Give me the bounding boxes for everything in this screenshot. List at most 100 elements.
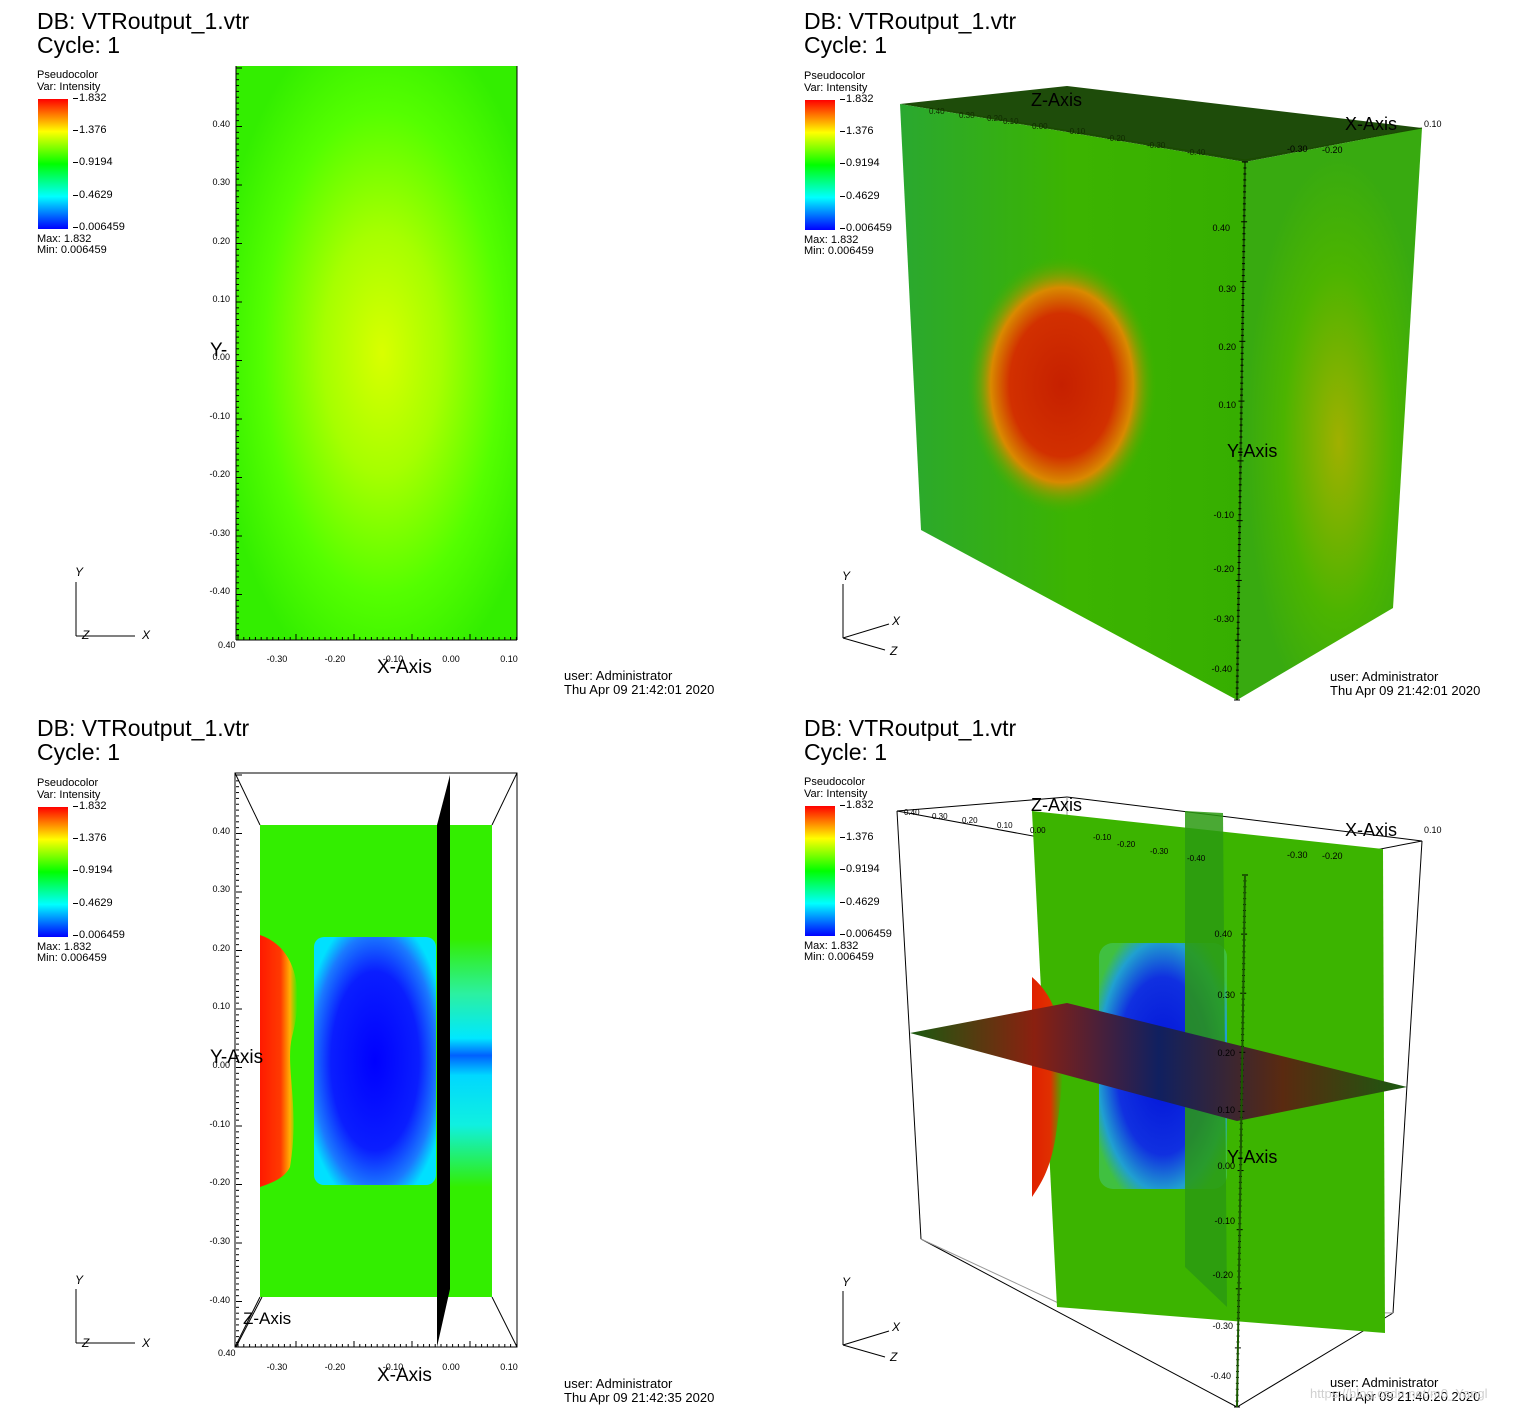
- user-label: user: Administrator: [564, 668, 673, 683]
- high-intensity-region: [967, 255, 1157, 515]
- y-tick-label: -0.30: [1213, 614, 1234, 624]
- x-top-tick-label: 0.10: [1424, 825, 1442, 835]
- x-axis-title: X-Axis: [377, 1365, 432, 1386]
- legend-var: Var: Intensity: [804, 82, 868, 94]
- x-tick-label: -0.10: [383, 1362, 404, 1372]
- z-tick-label: 0.40: [904, 808, 920, 817]
- volume-top-face: [900, 86, 1422, 162]
- legend-tick: 1.376: [840, 125, 874, 137]
- triad-z-label: Z: [889, 1350, 898, 1364]
- x-tick-label: -0.30: [267, 654, 288, 664]
- x-top-tick-label: -0.20: [1322, 145, 1343, 155]
- legend-plot-type: Pseudocolor: [37, 777, 99, 789]
- y-tick-label: -0.10: [209, 411, 230, 421]
- viewport-top-right[interactable]: Z-Axis X-Axis Y-Axis 0.10 -0.20 -0.30 0.…: [767, 0, 1534, 707]
- plot-2d-slice[interactable]: Y Z X 0.40 0.30 0.20 0.10 0.00 -0.10 -0.…: [0, 0, 767, 707]
- legend-tick: 0.4629: [840, 896, 880, 908]
- cycle-label: Cycle: 1: [804, 32, 888, 58]
- timestamp-label: Thu Apr 09 21:42:01 2020: [1330, 683, 1481, 698]
- z-axis-title: Z-Axis: [1031, 795, 1082, 815]
- y-tick-label: 0.20: [212, 236, 230, 246]
- triad-x-label: X: [141, 1336, 151, 1350]
- triad-x-label: X: [141, 628, 151, 642]
- database-label: DB: VTRoutput_1.vtr: [37, 715, 250, 741]
- y-tick-label: -0.20: [209, 469, 230, 479]
- y-tick-label: -0.20: [1213, 564, 1234, 574]
- legend-var: Var: Intensity: [804, 788, 868, 800]
- y-tick-marks: [236, 67, 242, 636]
- legend-max: Max: 1.832: [37, 233, 92, 245]
- z-tick-label: -0.30: [1150, 847, 1169, 856]
- y-tick-label: 0.40: [1214, 929, 1232, 939]
- legend-tick: 0.9194: [840, 157, 880, 169]
- viewport-bottom-left[interactable]: 0.40 0.30 0.20 0.10 0.00 -0.10 -0.20 -0.…: [0, 707, 767, 1414]
- z-tick-label: -0.30: [1147, 141, 1166, 150]
- bounding-box: [234, 772, 518, 1348]
- z-tick-label: 0.00: [1032, 122, 1048, 131]
- y-tick-label: 0.30: [1218, 284, 1236, 294]
- z-tick-label: -0.40: [1187, 148, 1206, 157]
- x-tick-label: 0.00: [442, 1362, 460, 1372]
- y-tick-label: 0.10: [1218, 400, 1236, 410]
- y-axis-line: [1236, 874, 1246, 1408]
- database-label: DB: VTRoutput_1.vtr: [804, 8, 1017, 34]
- cycle-label: Cycle: 1: [37, 739, 121, 765]
- z-top-tick-labels: 0.40 0.30 0.20 0.10 0.00 -0.10 -0.20 -0.…: [904, 808, 1206, 863]
- legend-tick: 1.376: [73, 832, 107, 844]
- plot-2d-slice-with-plane[interactable]: 0.40 0.30 0.20 0.10 0.00 -0.10 -0.20 -0.…: [0, 707, 767, 1414]
- y-tick-label: 0.00: [212, 1060, 230, 1070]
- x-top-tick-label: 0.10: [1424, 119, 1442, 129]
- y-tick-label: 0.30: [1217, 990, 1235, 1000]
- legend-tick: 0.9194: [73, 864, 113, 876]
- y-tick-label: 0.30: [212, 177, 230, 187]
- z-tick-label: -0.40: [1187, 854, 1206, 863]
- box-edge: [491, 1296, 518, 1348]
- x-top-tick-label: -0.20: [1322, 851, 1343, 861]
- legend-plot-type: Pseudocolor: [37, 69, 99, 81]
- z-tick-label: 0.40: [929, 107, 945, 116]
- z-tick-label: 0.10: [1003, 117, 1019, 126]
- y-tick-label: 0.40: [1212, 223, 1230, 233]
- database-label: DB: VTRoutput_1.vtr: [804, 715, 1017, 741]
- y-tick-label: 0.40: [212, 826, 230, 836]
- user-label: user: Administrator: [564, 1376, 673, 1391]
- z-axis-line: [906, 103, 1246, 161]
- y-tick-marks: [236, 774, 242, 1343]
- y-tick-label: 0.30: [212, 884, 230, 894]
- plot-3d-three-slices[interactable]: Z-Axis X-Axis Y-Axis 0.10 -0.20 -0.30 0.…: [767, 707, 1534, 1414]
- x-tick-label: 0.10: [500, 1362, 518, 1372]
- x-axis-title: X-Axis: [377, 657, 432, 678]
- triad-x-label: X: [891, 1320, 901, 1334]
- y-axis-title: Y-Axis: [210, 1047, 263, 1068]
- legend-tick: 0.006459: [840, 222, 892, 234]
- low-intensity-region: [314, 937, 436, 1185]
- plot-3d-volume[interactable]: Z-Axis X-Axis Y-Axis 0.10 -0.20 -0.30 0.…: [767, 0, 1534, 707]
- triad-z-label: Z: [889, 644, 898, 658]
- z-tick-label: 0.30: [932, 812, 948, 821]
- legend-tick: 0.4629: [840, 190, 880, 202]
- y-tick-label: 0.10: [212, 294, 230, 304]
- intensity-field: [236, 66, 517, 640]
- timestamp-label: Thu Apr 09 21:40:20 2020: [1330, 1389, 1481, 1404]
- y-axis-title: Y-: [210, 340, 227, 361]
- z-tick-label: -0.20: [1117, 840, 1136, 849]
- cycle-label: Cycle: 1: [804, 739, 888, 765]
- legend-tick: 0.006459: [73, 929, 125, 941]
- legend-var: Var: Intensity: [37, 81, 101, 93]
- z-tick-label: 0.00: [1030, 826, 1046, 835]
- box-edge: [234, 772, 261, 826]
- watermark-text: https://blog.csdn.net/m0_Yangl: [1310, 1386, 1488, 1401]
- user-label: user: Administrator: [1330, 1375, 1439, 1390]
- y-tick-marks: [1234, 161, 1248, 701]
- y-tick-label: -0.10: [209, 1119, 230, 1129]
- y-tick-label: -0.30: [209, 1236, 230, 1246]
- cycle-label: Cycle: 1: [37, 32, 121, 58]
- legend-min: Min: 0.006459: [37, 952, 107, 964]
- z-top-tick-labels: 0.40 0.30 0.20 0.10 0.00 -0.10 -0.20 -0.…: [929, 107, 1206, 157]
- viewport-top-left[interactable]: Y Z X 0.40 0.30 0.20 0.10 0.00 -0.10 -0.…: [0, 0, 767, 707]
- viewport-bottom-right[interactable]: Z-Axis X-Axis Y-Axis 0.10 -0.20 -0.30 0.…: [767, 707, 1534, 1414]
- x-axis-title: X-Axis: [1345, 820, 1397, 840]
- legend-tick: 0.006459: [73, 221, 125, 233]
- x-top-tick-label: -0.30: [1287, 144, 1308, 154]
- y-axis-title: Y-Axis: [1227, 1147, 1277, 1167]
